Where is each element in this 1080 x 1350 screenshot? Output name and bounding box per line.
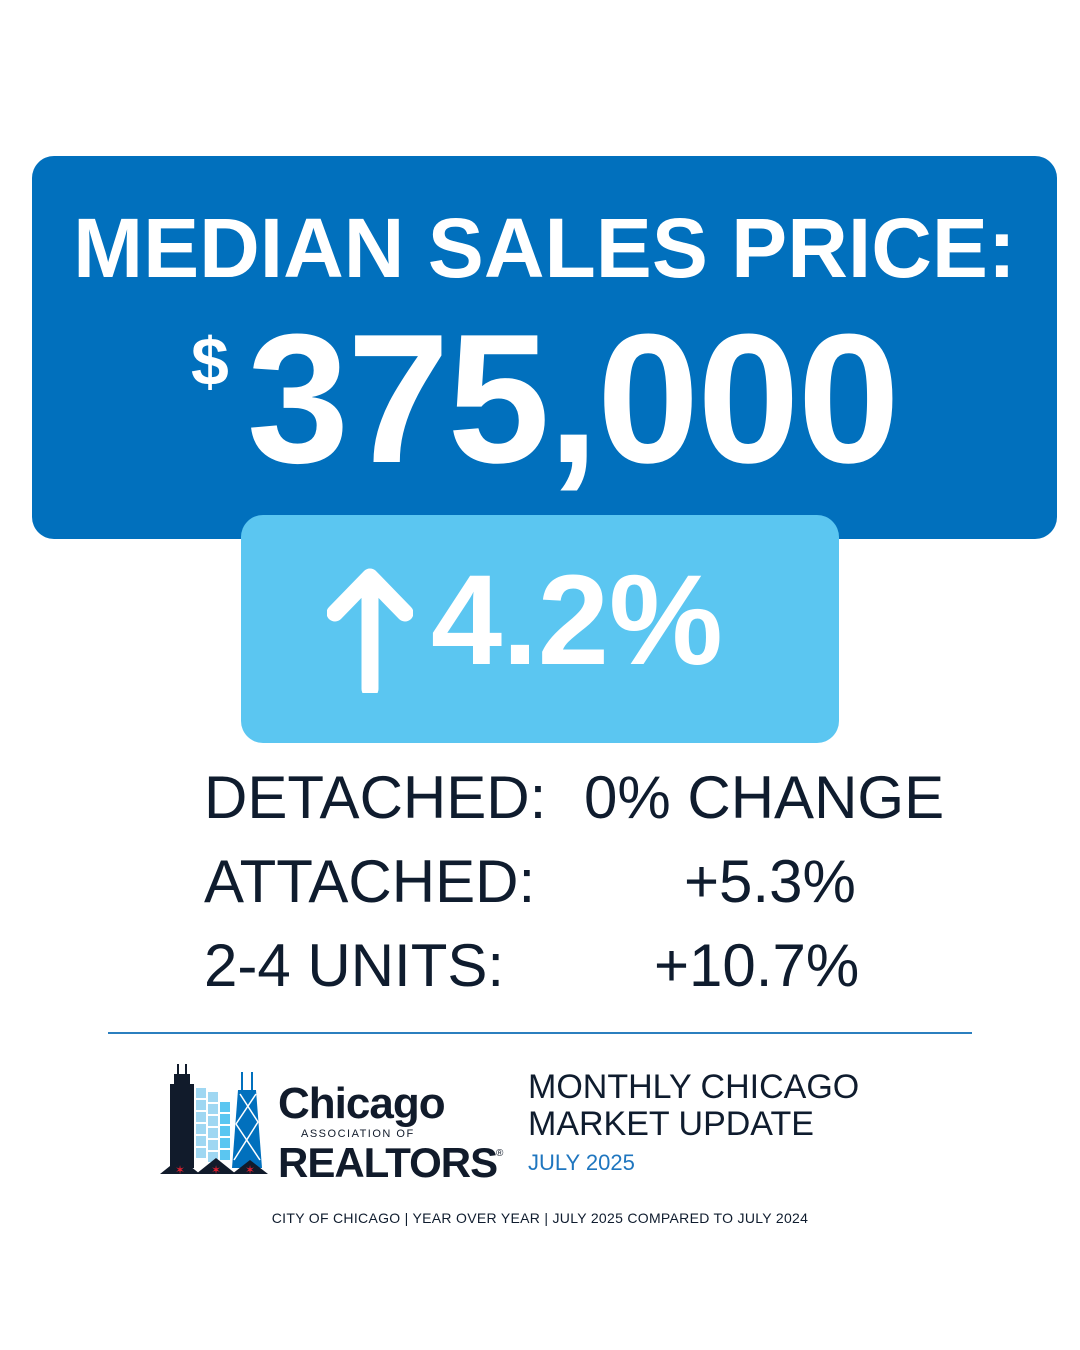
- breakdown-label: ATTACHED:: [204, 848, 536, 915]
- update-title-line1: MONTHLY CHICAGO: [528, 1068, 860, 1106]
- currency-symbol: $: [191, 324, 229, 400]
- price-value: 375,000: [246, 295, 900, 501]
- breakdown-label: DETACHED:: [204, 764, 547, 831]
- skyline-icon: ✶ ✶ ✶: [160, 1064, 268, 1177]
- median-price: $375,000: [32, 306, 1057, 490]
- update-title-line2: MARKET UPDATE: [528, 1105, 814, 1143]
- logo-chicago-text: Chicago: [278, 1079, 446, 1128]
- footer-note: CITY OF CHICAGO | YEAR OVER YEAR | JULY …: [271, 1210, 809, 1226]
- logo-realtors-text: REALTORS: [278, 1139, 498, 1186]
- logo-association-text: ASSOCIATION OF: [301, 1128, 415, 1140]
- breakdown-row-attached: ATTACHED: +5.3%: [204, 852, 984, 922]
- svg-text:✶: ✶: [175, 1163, 185, 1177]
- change-badge: 4.2%: [241, 515, 839, 743]
- section-divider: [108, 1032, 972, 1034]
- headline-title: MEDIAN SALES PRICE:: [73, 201, 1016, 295]
- breakdown-value: 0% CHANGE: [584, 764, 945, 831]
- svg-text:✶: ✶: [211, 1163, 221, 1177]
- arrow-up-icon: [327, 568, 413, 693]
- chicago-realtors-logo: ✶ ✶ ✶ Chicago ASSOCIATION OF REALTORS ®: [160, 1062, 510, 1184]
- svg-text:✶: ✶: [245, 1163, 255, 1177]
- registered-mark: ®: [496, 1148, 504, 1159]
- headline-banner: MEDIAN SALES PRICE: $375,000: [32, 156, 1057, 539]
- market-update-label: MONTHLY CHICAGO MARKET UPDATE JULY 2025: [528, 1070, 948, 1174]
- breakdown-value: +5.3%: [684, 848, 856, 915]
- change-percent: 4.2%: [431, 549, 723, 692]
- breakdown-row-2-4-units: 2-4 UNITS: +10.7%: [204, 936, 984, 1006]
- update-date: JULY 2025: [528, 1150, 635, 1175]
- breakdown-label: 2-4 UNITS:: [204, 932, 505, 999]
- breakdown-row-detached: DETACHED: 0% CHANGE: [204, 768, 984, 838]
- breakdown-value: +10.7%: [654, 932, 860, 999]
